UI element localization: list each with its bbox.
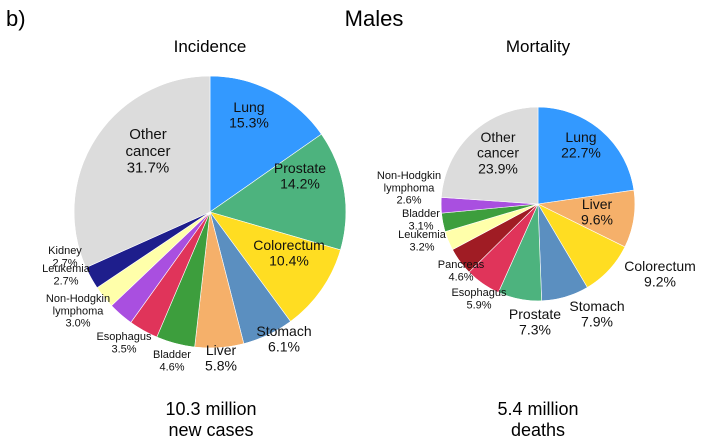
mortality-label-non-hodgkin-lymphoma: Non-Hodgkin lymphoma 2.6% <box>377 170 441 207</box>
incidence-label-liver: Liver 5.8% <box>205 342 237 374</box>
mortality-labels: Lung 22.7% Liver 9.6% Colorectum 9.2%Stomach 7… <box>377 129 696 338</box>
mortality-slices <box>440 106 636 302</box>
incidence-pie-chart: Incidence Lung 15.3%Prostate 14.2% Colorect… <box>42 37 347 440</box>
panel-label: b) <box>6 6 26 31</box>
incidence-labels: Lung 15.3%Prostate 14.2% Colorectum 10.4% Sto… <box>42 99 326 374</box>
mortality-label-lung: Lung 22.7% <box>561 129 601 161</box>
incidence-label-esophagus: Esophagus 3.5% <box>96 331 152 355</box>
incidence-slices <box>73 75 347 349</box>
incidence-label-kidney: Kidney 2.7% <box>48 245 82 269</box>
mortality-label-liver: Liver 9.6% <box>581 196 613 228</box>
mortality-pie-outline <box>440 106 636 302</box>
incidence-label-stomach: Stomach 6.1% <box>256 323 311 355</box>
mortality-label-pancreas: Pancreas 4.6% <box>438 259 485 283</box>
mortality-label-colorectum: Colorectum 9.2% <box>624 258 696 290</box>
mortality-total-caption: deaths <box>511 420 565 440</box>
mortality-label-prostate: Prostate 7.3% <box>509 306 561 338</box>
mortality-label-stomach: Stomach 7.9% <box>569 298 624 330</box>
incidence-pie-outline <box>73 75 347 349</box>
mortality-title: Mortality <box>506 37 571 56</box>
incidence-label-leukemia: Leukemia 2.7% <box>42 263 91 287</box>
incidence-label-prostate: Prostate 14.2% <box>274 160 326 192</box>
incidence-title: Incidence <box>174 37 247 56</box>
incidence-label-lung: Lung 15.3% <box>229 99 269 131</box>
incidence-total-caption: new cases <box>168 420 253 440</box>
incidence-label-bladder: Bladder 4.6% <box>153 349 191 373</box>
mortality-pie-chart: Mortality Lung 22.7% Liver 9.6% Colorectum 9.… <box>377 37 696 440</box>
mortality-label-other-cancer: Other cancer 23.9% <box>477 129 519 176</box>
incidence-label-colorectum: Colorectum 10.4% <box>253 237 325 269</box>
mortality-total-amount: 5.4 million <box>497 399 578 419</box>
mortality-label-esophagus: Esophagus 5.9% <box>451 287 507 311</box>
mortality-label-leukemia: Leukemia 3.2% <box>398 229 447 253</box>
mortality-label-bladder: Bladder 3.1% <box>402 208 440 232</box>
figure-title: Males <box>345 6 404 31</box>
incidence-total-amount: 10.3 million <box>165 399 256 419</box>
incidence-label-non-hodgkin-lymphoma: Non-Hodgkin lymphoma 3.0% <box>46 293 110 330</box>
incidence-label-other-cancer: Other cancer 31.7% <box>125 126 170 177</box>
